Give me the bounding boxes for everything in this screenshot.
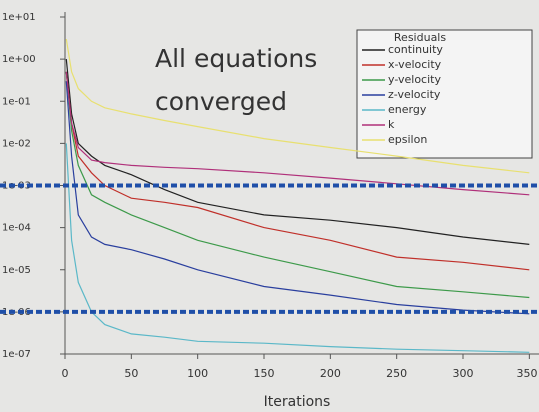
y-tick-label: 1e-04	[2, 223, 31, 234]
x-tick-label: 350	[517, 367, 538, 380]
y-tick-label: 1e+00	[2, 54, 36, 65]
legend-label: k	[388, 118, 395, 131]
legend-label: y-velocity	[388, 73, 441, 86]
x-tick-label: 100	[187, 367, 208, 380]
legend-label: energy	[388, 103, 427, 116]
y-tick-label: 1e-07	[2, 349, 31, 360]
y-tick-label: 1e-05	[2, 265, 31, 276]
annotation: All equations	[155, 44, 317, 73]
series-line	[65, 81, 530, 315]
series-line	[65, 71, 530, 299]
legend-label: epsilon	[388, 133, 427, 146]
series-line	[65, 59, 530, 245]
legend-label: z-velocity	[388, 88, 441, 101]
legend-title: Residuals	[394, 31, 446, 44]
x-tick-label: 0	[62, 367, 69, 380]
legend-label: continuity	[388, 43, 443, 56]
x-tick-label: 300	[453, 367, 474, 380]
y-tick-label: 1e-03	[2, 181, 31, 192]
series-line	[65, 143, 530, 353]
y-tick-label: 1e-02	[2, 138, 31, 149]
y-tick-label: 1e+01	[2, 12, 36, 23]
x-tick-label: 250	[386, 367, 407, 380]
y-tick-label: 1e-06	[2, 307, 31, 318]
x-tick-label: 200	[320, 367, 341, 380]
x-axis-label: Iterations	[264, 394, 331, 410]
annotation: converged	[155, 87, 287, 116]
series-line	[65, 38, 530, 174]
y-tick-label: 1e-01	[2, 96, 31, 107]
series-line	[65, 71, 530, 271]
x-tick-label: 50	[124, 367, 138, 380]
x-tick-label: 150	[254, 367, 275, 380]
legend-label: x-velocity	[388, 58, 442, 71]
legend-box	[356, 29, 533, 159]
